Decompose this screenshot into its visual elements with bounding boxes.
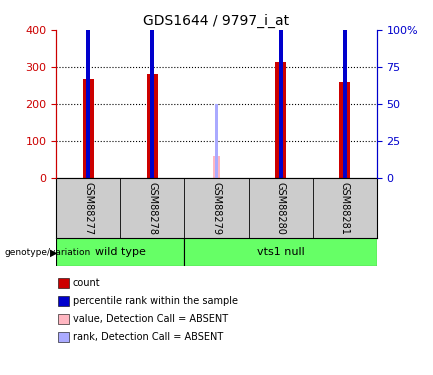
- Bar: [184, 238, 377, 266]
- Text: vts1 null: vts1 null: [257, 248, 304, 257]
- Text: GSM88281: GSM88281: [339, 182, 350, 235]
- Bar: [339, 82, 350, 178]
- Bar: [151, 0, 154, 178]
- Bar: [279, 0, 282, 178]
- Text: GSM88277: GSM88277: [83, 182, 94, 235]
- Bar: [83, 79, 94, 178]
- Bar: [56, 238, 184, 266]
- Text: GSM88278: GSM88278: [147, 182, 158, 235]
- Text: value, Detection Call = ABSENT: value, Detection Call = ABSENT: [73, 314, 228, 324]
- Title: GDS1644 / 9797_i_at: GDS1644 / 9797_i_at: [143, 13, 290, 28]
- Bar: [213, 156, 220, 178]
- Text: rank, Detection Call = ABSENT: rank, Detection Call = ABSENT: [73, 332, 223, 342]
- Bar: [215, 104, 218, 178]
- Text: percentile rank within the sample: percentile rank within the sample: [73, 296, 238, 306]
- Bar: [343, 0, 346, 178]
- Text: wild type: wild type: [95, 248, 146, 257]
- Text: GSM88279: GSM88279: [211, 182, 222, 235]
- Bar: [275, 62, 286, 178]
- Text: ▶: ▶: [50, 248, 57, 257]
- Text: GSM88280: GSM88280: [275, 182, 286, 235]
- Text: genotype/variation: genotype/variation: [4, 248, 90, 257]
- Text: count: count: [73, 278, 100, 288]
- Bar: [147, 75, 158, 178]
- Bar: [87, 0, 90, 178]
